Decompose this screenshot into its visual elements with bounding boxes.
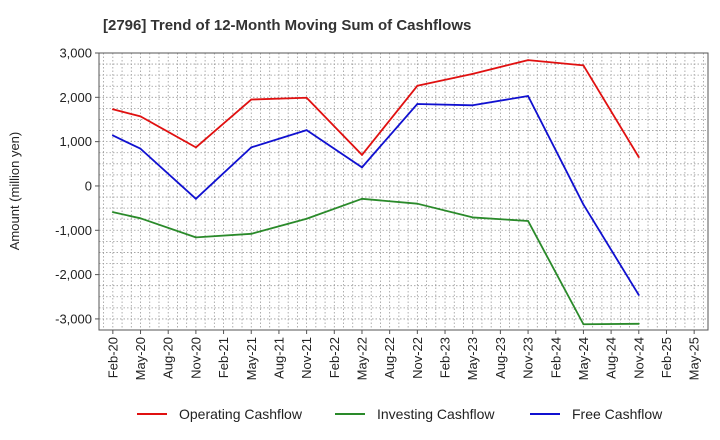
x-tick-label: Nov-20: [188, 337, 203, 379]
x-tick-label: Feb-25: [659, 337, 674, 378]
investing-cashflow-line: [112, 197, 639, 326]
free-cashflow-point: [582, 203, 585, 206]
free-cashflow-point: [139, 147, 142, 150]
free-cashflow-point: [194, 197, 197, 200]
y-tick-label: 3,000: [59, 46, 92, 61]
x-tick-label: Nov-23: [521, 337, 536, 379]
investing-cashflow-point: [361, 197, 363, 200]
operating-cashflow-point: [194, 146, 197, 149]
y-tick-label: -1,000: [55, 223, 92, 238]
x-tick-label: Feb-20: [105, 337, 120, 378]
x-tick-label: Aug-24: [604, 337, 619, 379]
x-tick-label: Aug-22: [382, 337, 397, 379]
operating-cashflow-point: [361, 154, 363, 156]
x-tick-label: Feb-22: [327, 337, 342, 378]
y-tick-label: -2,000: [55, 267, 92, 282]
operating-cashflow-point: [250, 98, 253, 101]
investing-cashflow-point: [305, 217, 308, 220]
operating-cashflow-point: [527, 59, 529, 61]
x-tick-label: Nov-21: [299, 337, 314, 379]
free-cashflow-point: [305, 129, 308, 132]
grid: [99, 52, 708, 330]
operating-cashflow-point: [416, 84, 419, 87]
x-tick-label: Aug-21: [271, 337, 286, 379]
operating-cashflow-point: [111, 108, 114, 111]
series-lines: [111, 59, 640, 326]
operating-cashflow-point: [305, 96, 308, 99]
x-tick-label: May-23: [465, 337, 480, 380]
free-cashflow-point: [111, 134, 114, 137]
y-tick-label: 0: [85, 178, 92, 193]
free-cashflow-point: [416, 103, 419, 105]
free-cashflow-line: [112, 95, 640, 296]
x-axis: Feb-20 May-20 Aug-20 Nov-20 Feb-21 May-21 Aug-…: [105, 330, 702, 380]
operating-cashflow-point: [471, 72, 474, 75]
y-axis: 3,000 2,000 1,000 0 -1,000 -2,000 -3,000: [55, 46, 99, 326]
investing-cashflow-point: [527, 220, 529, 222]
y-axis-label: Amount (million yen): [7, 132, 22, 251]
x-tick-label: May-21: [244, 337, 259, 380]
x-tick-label: Nov-22: [410, 337, 425, 379]
free-cashflow-point: [250, 146, 253, 149]
investing-cashflow-point: [582, 323, 585, 326]
x-tick-label: Feb-23: [438, 337, 453, 378]
operating-cashflow-point: [637, 156, 640, 159]
x-tick-label: Feb-21: [216, 337, 231, 378]
free-cashflow-point: [527, 95, 529, 97]
chart-title: [2796] Trend of 12-Month Moving Sum of C…: [103, 17, 471, 34]
operating-cashflow-point: [582, 64, 585, 67]
investing-cashflow-point: [250, 232, 253, 235]
investing-cashflow-legend-label: Investing Cashflow: [377, 406, 495, 422]
x-tick-label: May-24: [576, 337, 591, 380]
investing-cashflow-point: [471, 216, 474, 219]
plot-frame: [98, 52, 709, 331]
operating-cashflow-legend-label: Operating Cashflow: [179, 406, 303, 422]
x-tick-label: Nov-24: [631, 337, 646, 379]
x-tick-label: May-20: [133, 337, 148, 380]
free-cashflow-point: [637, 294, 640, 296]
investing-cashflow-point: [139, 217, 142, 220]
operating-cashflow-point: [139, 115, 142, 118]
y-tick-label: 1,000: [59, 134, 92, 149]
free-cashflow-legend-label: Free Cashflow: [572, 406, 663, 422]
free-cashflow-point: [471, 104, 474, 107]
free-cashflow-point: [361, 166, 363, 169]
investing-cashflow-point: [416, 202, 419, 205]
x-tick-label: Aug-20: [161, 337, 176, 379]
investing-cashflow-point: [111, 211, 114, 214]
y-tick-label: 2,000: [59, 90, 92, 105]
x-tick-label: Feb-24: [548, 337, 563, 378]
x-tick-label: May-22: [354, 337, 369, 380]
investing-cashflow-point: [637, 322, 640, 325]
investing-cashflow-point: [194, 236, 197, 239]
x-tick-label: Aug-23: [493, 337, 508, 379]
x-tick-label: May-25: [687, 337, 702, 380]
y-tick-label: -3,000: [55, 311, 92, 326]
legend: Operating Cashflow Investing Cashflow Free…: [137, 406, 663, 422]
